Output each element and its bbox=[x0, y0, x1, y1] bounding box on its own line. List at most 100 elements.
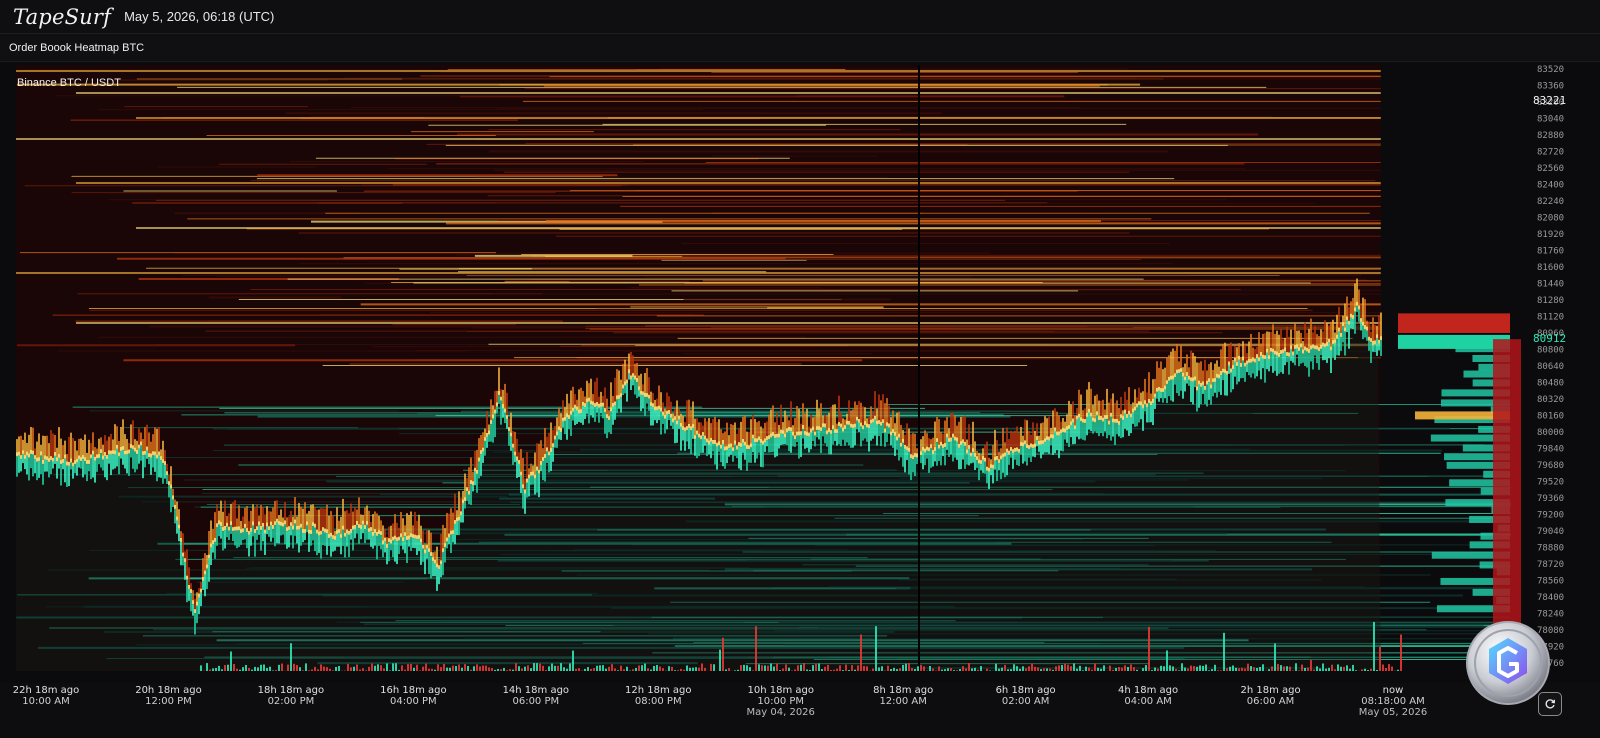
bid-heat-cell bbox=[778, 437, 780, 449]
price-heat-cell bbox=[1270, 347, 1272, 352]
price-heat-cell bbox=[1344, 327, 1346, 332]
bid-heat-cell bbox=[970, 456, 972, 464]
volume-bar bbox=[1199, 665, 1201, 671]
bid-heat-cell bbox=[432, 561, 434, 577]
bid-heat-cell bbox=[194, 613, 196, 635]
bid-heat-cell bbox=[874, 419, 876, 436]
price-heat-cell bbox=[1000, 455, 1002, 460]
price-heat-cell bbox=[774, 434, 776, 439]
bid-heat-cell bbox=[892, 433, 894, 448]
ask-heat-cell bbox=[408, 515, 410, 539]
volume-bar bbox=[1160, 665, 1162, 671]
bid-heat-cell bbox=[268, 530, 270, 537]
bid-heat-cell bbox=[660, 411, 662, 435]
bid-heat-cell bbox=[618, 399, 620, 409]
price-heat-cell bbox=[382, 540, 384, 545]
bid-heat-cell bbox=[1160, 392, 1162, 399]
ask-heat-cell bbox=[758, 421, 760, 440]
volume-bar bbox=[350, 667, 352, 671]
price-heat-cell bbox=[372, 531, 374, 536]
bid-heat-cell bbox=[582, 405, 584, 425]
current-datetime: May 5, 2026, 06:18 (UTC) bbox=[124, 9, 275, 24]
ask-heat-cell bbox=[660, 392, 662, 411]
volume-bar bbox=[1385, 667, 1387, 671]
price-heat-cell bbox=[880, 421, 882, 426]
ask-heat-cell bbox=[710, 423, 712, 441]
price-heat-cell bbox=[916, 453, 918, 458]
ask-heat-cell bbox=[778, 424, 780, 437]
price-heat-cell bbox=[516, 456, 518, 461]
bid-heat-cell bbox=[252, 525, 254, 537]
bid-heat-cell bbox=[602, 406, 604, 419]
ask-heat-cell bbox=[1338, 306, 1340, 331]
volume-bar bbox=[638, 665, 640, 671]
bid-heat-cell bbox=[742, 442, 744, 453]
price-heat-cell bbox=[436, 563, 438, 568]
volume-bar bbox=[641, 665, 643, 671]
ask-heat-cell bbox=[816, 399, 818, 430]
bid-heat-cell bbox=[442, 552, 444, 576]
ask-heat-cell bbox=[1006, 427, 1008, 452]
ask-heat-cell bbox=[202, 558, 204, 580]
ask-heat-cell bbox=[1210, 362, 1212, 388]
volume-bar bbox=[227, 664, 229, 671]
refresh-icon bbox=[1545, 699, 1556, 709]
bid-heat-cell bbox=[834, 433, 836, 441]
price-heat-cell bbox=[1326, 342, 1328, 347]
ask-heat-cell bbox=[1318, 336, 1320, 351]
volume-bar bbox=[497, 668, 499, 671]
price-heat-cell bbox=[524, 489, 526, 494]
ask-heat-cell bbox=[1250, 333, 1252, 362]
refresh-button[interactable] bbox=[1538, 692, 1562, 716]
ask-heat-cell bbox=[738, 428, 740, 446]
price-heat-cell bbox=[1230, 368, 1232, 373]
price-heat-cell bbox=[1224, 369, 1226, 374]
ask-heat-cell bbox=[1346, 296, 1348, 320]
bid-heat-cell bbox=[488, 434, 490, 442]
price-heat-cell bbox=[170, 484, 172, 489]
heatmap-plot[interactable]: 83520 83360 83200 83040 82880 82720 82560 82400… bbox=[0, 63, 1600, 683]
price-heat-cell bbox=[546, 447, 548, 452]
price-heat-cell bbox=[978, 459, 980, 464]
bid-heat-cell bbox=[870, 423, 872, 441]
price-heat-cell bbox=[1310, 345, 1312, 350]
ask-heat-cell bbox=[176, 501, 178, 520]
price-heat-cell bbox=[266, 522, 268, 527]
app-logo[interactable]: TapeSurf bbox=[13, 4, 112, 29]
time-tick: 2h 18m ago 06:00 AM bbox=[1240, 685, 1300, 707]
bid-heat-cell bbox=[20, 459, 22, 472]
price-heat-cell bbox=[80, 457, 82, 462]
ask-heat-cell bbox=[1088, 382, 1090, 412]
ask-heat-cell bbox=[416, 520, 418, 539]
price-heat-cell bbox=[1140, 401, 1142, 406]
ask-heat-cell bbox=[114, 424, 116, 454]
bid-heat-cell bbox=[1070, 425, 1072, 438]
price-tick-label: 81600 bbox=[1537, 263, 1564, 273]
ask-heat-cell bbox=[692, 401, 694, 428]
ask-heat-cell bbox=[1328, 326, 1330, 342]
bid-heat-cell bbox=[86, 464, 88, 482]
ask-heat-cell bbox=[788, 420, 790, 430]
price-heat-cell bbox=[944, 443, 946, 448]
ask-heat-cell bbox=[568, 403, 570, 419]
volume-bar bbox=[1034, 666, 1036, 671]
bid-heat-cell bbox=[964, 445, 966, 469]
ask-heat-cell bbox=[1154, 378, 1156, 397]
volume-bar bbox=[635, 667, 637, 671]
bid-heat-cell bbox=[232, 531, 234, 542]
bid-heat-cell bbox=[786, 432, 788, 445]
bid-heat-cell bbox=[1024, 444, 1026, 462]
price-heat-cell bbox=[822, 423, 824, 428]
bid-heat-cell bbox=[148, 457, 150, 465]
ask-heat-cell bbox=[506, 392, 508, 419]
volume-bar bbox=[407, 664, 409, 671]
heatmap-svg[interactable]: 8352083360832008304082880827208256082400… bbox=[0, 63, 1600, 683]
ask-heat-cell bbox=[916, 448, 918, 457]
price-heat-cell bbox=[942, 444, 944, 449]
price-heat-cell bbox=[246, 528, 248, 533]
ask-heat-cell bbox=[540, 440, 542, 464]
ask-heat-cell bbox=[94, 447, 96, 460]
bid-heat-cell bbox=[1102, 421, 1104, 437]
volume-bar bbox=[959, 669, 961, 671]
bid-heat-cell bbox=[124, 454, 126, 469]
